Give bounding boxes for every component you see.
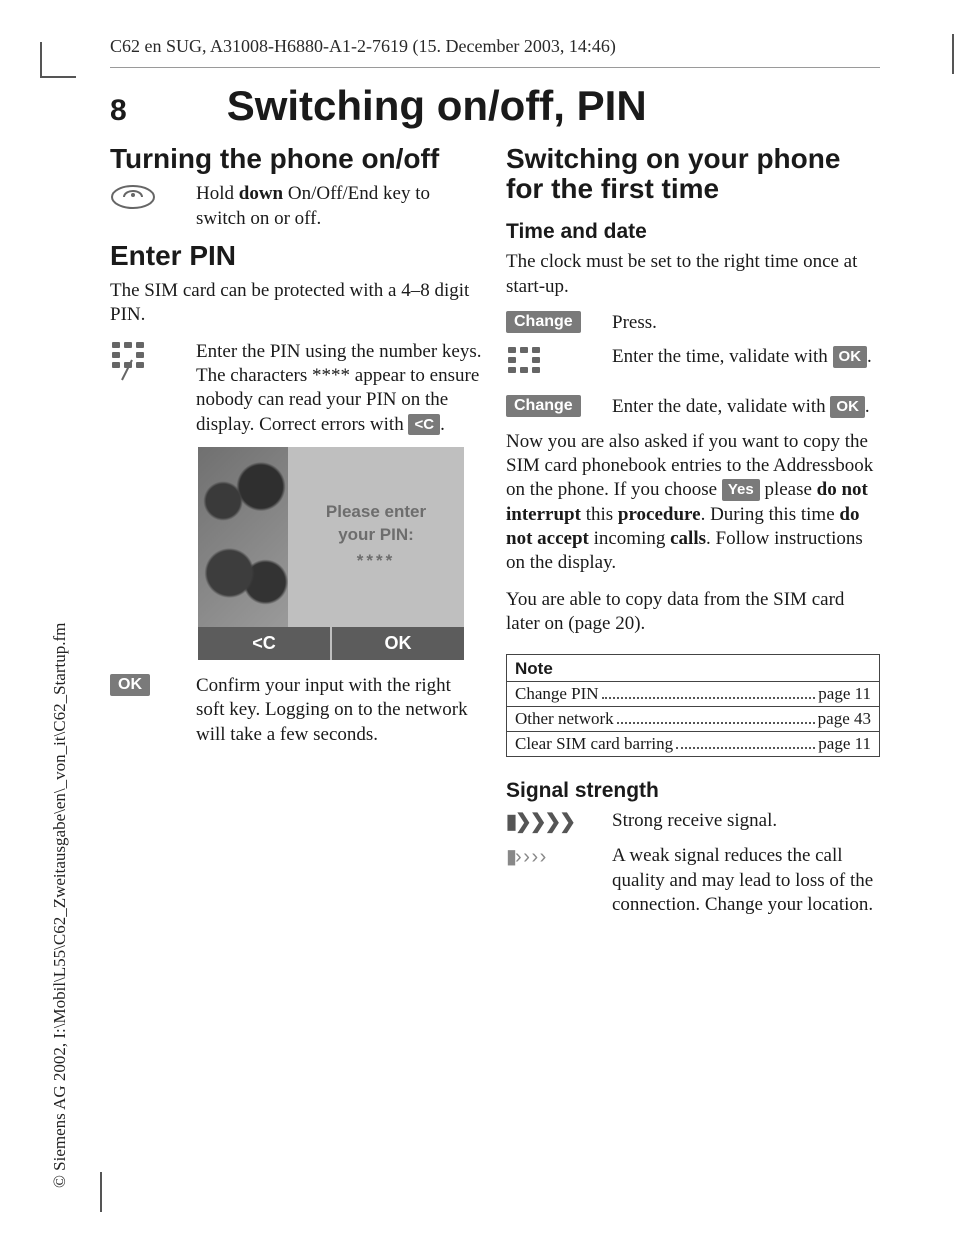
signal-strong-text: Strong receive signal. (612, 809, 880, 834)
signal-weak-text: A weak signal reduces the call quality a… (612, 844, 880, 917)
confirm-text: Confirm your input with the right soft k… (196, 674, 484, 747)
enter-pin-text: Enter the PIN using the number keys. The… (196, 340, 484, 437)
text: please (760, 479, 817, 500)
right-column: Switching on your phone for the first ti… (506, 144, 880, 927)
signal-weak-row: ▮› › › › A weak signal reduces the call … (506, 844, 880, 917)
change-key: Change (506, 395, 581, 417)
signal-glyph: ▮› › › › (506, 844, 544, 869)
text: . (865, 396, 870, 417)
pin-mask: **** (357, 550, 395, 573)
note-page: page 11 (818, 734, 871, 754)
left-column: Turning the phone on/off Hold down On/Of… (110, 144, 484, 927)
clear-key: <C (408, 414, 440, 435)
text-bold: down (239, 183, 283, 204)
end-key-icon (110, 182, 182, 231)
note-box: Note Change PIN page 11 Other network pa… (506, 654, 880, 757)
note-label: Other network (515, 709, 614, 729)
confirm-row: OK Confirm your input with the right sof… (110, 674, 484, 747)
signal-strong-icon: ▮❯❯❯❯ (506, 809, 598, 834)
page-content: C62 en SUG, A31008-H6880-A1-2-7619 (15. … (110, 36, 880, 927)
ok-key: OK (833, 346, 868, 367)
change-key: Change (506, 311, 581, 333)
yes-key: Yes (722, 479, 760, 500)
vertical-footer: © Siemens AG 2002, I:\Mobil\L55\C62_Zwei… (50, 623, 70, 1188)
page-number: 8 (110, 94, 127, 128)
text: this (581, 504, 618, 525)
crop-mark (40, 76, 76, 78)
leader-dots (602, 684, 816, 699)
time-date-intro: The clock must be set to the right time … (506, 250, 880, 299)
keypad-icon (110, 340, 182, 437)
note-page: page 43 (818, 709, 871, 729)
heading-time-date: Time and date (506, 220, 880, 244)
chapter-title: Switching on/off, PIN (227, 82, 647, 130)
ok-key: OK (110, 674, 150, 696)
leader-dots (676, 734, 815, 749)
signal-weak-icon: ▮› › › › (506, 844, 598, 917)
enter-time-text: Enter the time, validate with OK. (612, 345, 880, 385)
change-key-icon: Change (506, 395, 598, 419)
text-bold: procedure (618, 504, 701, 525)
note-row: Other network page 43 (507, 707, 879, 732)
softkey-ok: OK (332, 627, 464, 660)
ok-key: OK (830, 396, 865, 417)
note-label: Change PIN (515, 684, 599, 704)
phone-prompt: Please enter your PIN: **** (288, 447, 464, 627)
copy-later-text: You are able to copy data from the SIM c… (506, 588, 880, 637)
copy-sim-paragraph: Now you are also asked if you want to co… (506, 430, 880, 576)
text: . During this time (701, 504, 840, 525)
heading-first-time: Switching on your phone for the first ti… (506, 144, 880, 204)
turning-row: Hold down On/Off/End key to switch on or… (110, 182, 484, 231)
crop-mark (100, 1172, 102, 1212)
signal-strong-row: ▮❯❯❯❯ Strong receive signal. (506, 809, 880, 834)
note-page: page 11 (818, 684, 871, 704)
prompt-line: Please enter (326, 501, 426, 524)
change-key-icon: Change (506, 311, 598, 335)
text: incoming (589, 528, 670, 549)
enter-date-text: Enter the date, validate with OK. (612, 395, 880, 419)
enter-pin-intro: The SIM card can be protected with a 4–8… (110, 279, 484, 328)
text: Enter the date, validate with (612, 396, 830, 417)
softkey-clear: <C (198, 627, 332, 660)
heading-enter-pin: Enter PIN (110, 241, 484, 271)
heading-signal-strength: Signal strength (506, 779, 880, 803)
enter-pin-row: Enter the PIN using the number keys. The… (110, 340, 484, 437)
note-row: Clear SIM card barring page 11 (507, 732, 879, 756)
enter-time-row: Enter the time, validate with OK. (506, 345, 880, 385)
change-row-1: Change Press. (506, 311, 880, 335)
text-bold: calls (670, 528, 706, 549)
turning-text: Hold down On/Off/End key to switch on or… (196, 182, 484, 231)
phone-softkeys: <C OK (198, 627, 464, 660)
ok-key-icon: OK (110, 674, 182, 747)
text: Enter the time, validate with (612, 346, 833, 367)
keypad-icon (506, 345, 598, 385)
note-label: Clear SIM card barring (515, 734, 673, 754)
note-title: Note (507, 655, 879, 682)
document-header: C62 en SUG, A31008-H6880-A1-2-7619 (15. … (110, 36, 880, 68)
text: . (867, 346, 872, 367)
prompt-line: your PIN: (338, 524, 414, 547)
note-row: Change PIN page 11 (507, 682, 879, 707)
phone-wallpaper (198, 447, 288, 627)
signal-glyph: ▮❯❯❯❯ (506, 809, 574, 834)
change-row-2: Change Enter the date, validate with OK. (506, 395, 880, 419)
text: Hold (196, 183, 239, 204)
change-text: Press. (612, 311, 880, 335)
text: . (440, 414, 445, 435)
heading-turning-on-off: Turning the phone on/off (110, 144, 484, 174)
phone-display-mock: Please enter your PIN: **** <C OK (198, 447, 464, 660)
leader-dots (617, 709, 815, 724)
phone-screen: Please enter your PIN: **** (198, 447, 464, 627)
chapter-row: 8 Switching on/off, PIN (110, 82, 880, 130)
